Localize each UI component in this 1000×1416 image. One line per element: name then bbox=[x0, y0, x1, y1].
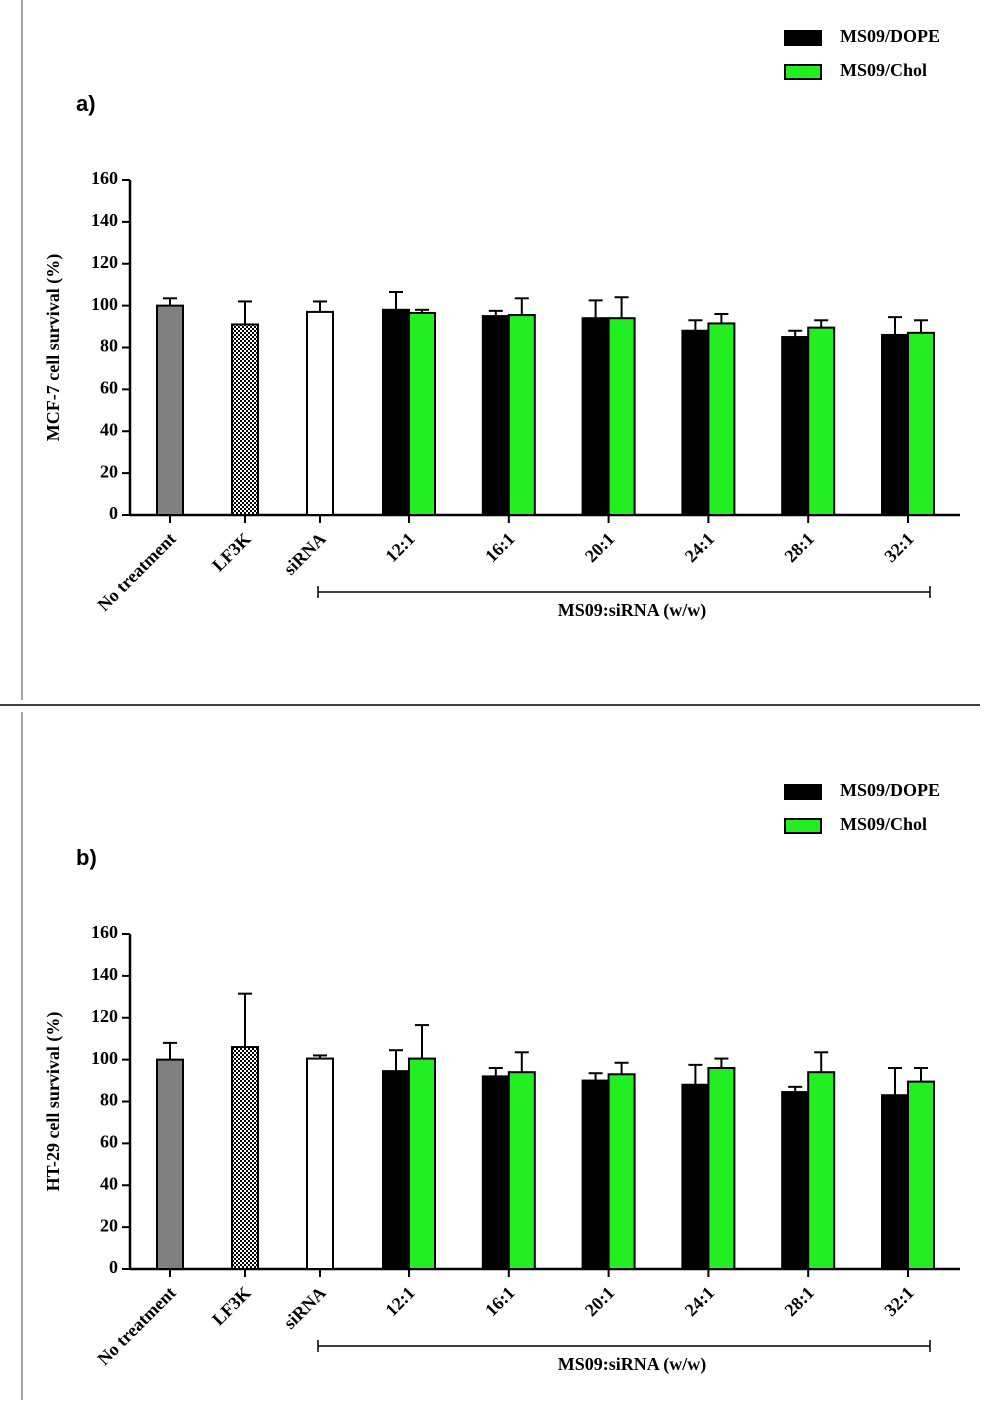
y-tick-label: 80 bbox=[100, 1090, 118, 1110]
y-tick-label: 160 bbox=[91, 922, 118, 942]
bar bbox=[156, 1058, 184, 1270]
y-tick-label: 100 bbox=[91, 294, 118, 314]
y-tick-label: 140 bbox=[91, 210, 118, 230]
bar bbox=[306, 310, 334, 516]
bar bbox=[382, 1070, 410, 1270]
y-axis-label: MCF-7 cell survival (%) bbox=[43, 254, 64, 441]
bar bbox=[881, 1094, 909, 1270]
bar bbox=[781, 1091, 810, 1270]
x-tick-label: LF3K bbox=[208, 529, 255, 576]
x-tick-label: 24:1 bbox=[681, 1283, 718, 1320]
y-tick-label: 140 bbox=[91, 964, 118, 984]
legend-swatch bbox=[784, 818, 822, 834]
bar bbox=[507, 314, 536, 516]
x-tick-label: 28:1 bbox=[780, 1283, 817, 1320]
x-tick-label: 16:1 bbox=[481, 529, 518, 566]
group-label: MS09:siRNA (w/w) bbox=[558, 1354, 707, 1375]
x-tick-label: siRNA bbox=[280, 1283, 330, 1333]
y-tick-label: 0 bbox=[109, 503, 118, 523]
y-tick-label: 40 bbox=[100, 419, 118, 439]
bar bbox=[607, 1073, 636, 1270]
x-tick-label: 20:1 bbox=[581, 1283, 618, 1320]
bar bbox=[681, 329, 710, 516]
x-tick-label: 12:1 bbox=[381, 529, 418, 566]
legend-label: MS09/DOPE bbox=[840, 26, 940, 46]
bar bbox=[707, 322, 736, 516]
y-tick-label: 160 bbox=[91, 168, 118, 188]
bar bbox=[231, 1046, 259, 1270]
y-tick-label: 20 bbox=[100, 1215, 118, 1235]
x-tick-label: LF3K bbox=[208, 1283, 255, 1330]
legend-label: MS09/Chol bbox=[840, 60, 927, 80]
x-tick-label: 32:1 bbox=[880, 529, 917, 566]
bar bbox=[507, 1071, 536, 1270]
y-axis-label: HT-29 cell survival (%) bbox=[43, 1012, 64, 1192]
bar bbox=[581, 317, 610, 516]
x-tick-label: 16:1 bbox=[481, 1283, 518, 1320]
x-tick-label: 20:1 bbox=[581, 529, 618, 566]
y-tick-label: 20 bbox=[100, 461, 118, 481]
legend-swatch bbox=[784, 30, 822, 46]
y-tick-label: 120 bbox=[91, 252, 118, 272]
y-tick-label: 80 bbox=[100, 336, 118, 356]
y-tick-label: 40 bbox=[100, 1173, 118, 1193]
bar bbox=[807, 1071, 836, 1270]
bar bbox=[607, 317, 636, 516]
y-tick-label: 0 bbox=[109, 1257, 118, 1277]
legend-swatch bbox=[784, 64, 822, 80]
bar bbox=[231, 323, 259, 516]
y-tick-label: 100 bbox=[91, 1048, 118, 1068]
x-tick-label: 28:1 bbox=[780, 529, 817, 566]
bar bbox=[581, 1079, 610, 1270]
bar bbox=[408, 311, 436, 516]
bar bbox=[707, 1067, 736, 1270]
group-label: MS09:siRNA (w/w) bbox=[558, 600, 707, 621]
bar bbox=[481, 1075, 510, 1270]
x-tick-label: siRNA bbox=[280, 529, 330, 579]
bar bbox=[881, 333, 909, 516]
x-tick-label: 32:1 bbox=[880, 1283, 917, 1320]
y-tick-label: 120 bbox=[91, 1006, 118, 1026]
legend-swatch bbox=[784, 784, 822, 800]
x-tick-label: 12:1 bbox=[381, 1283, 418, 1320]
bar bbox=[481, 315, 510, 516]
bar bbox=[408, 1057, 436, 1270]
bar bbox=[306, 1057, 334, 1270]
bar bbox=[681, 1083, 710, 1270]
bar bbox=[807, 326, 836, 516]
x-tick-label: No treatment bbox=[93, 1283, 179, 1369]
legend-label: MS09/Chol bbox=[840, 814, 927, 834]
panel-label: a) bbox=[76, 91, 96, 116]
panel-label: b) bbox=[76, 845, 97, 870]
bar bbox=[382, 308, 410, 516]
x-tick-label: 24:1 bbox=[681, 529, 718, 566]
y-tick-label: 60 bbox=[100, 1132, 118, 1152]
y-tick-label: 60 bbox=[100, 378, 118, 398]
x-tick-label: No treatment bbox=[93, 529, 179, 615]
bar bbox=[907, 1080, 935, 1270]
bar bbox=[156, 304, 184, 516]
bar bbox=[781, 336, 810, 516]
bar bbox=[907, 331, 935, 516]
legend-label: MS09/DOPE bbox=[840, 780, 940, 800]
